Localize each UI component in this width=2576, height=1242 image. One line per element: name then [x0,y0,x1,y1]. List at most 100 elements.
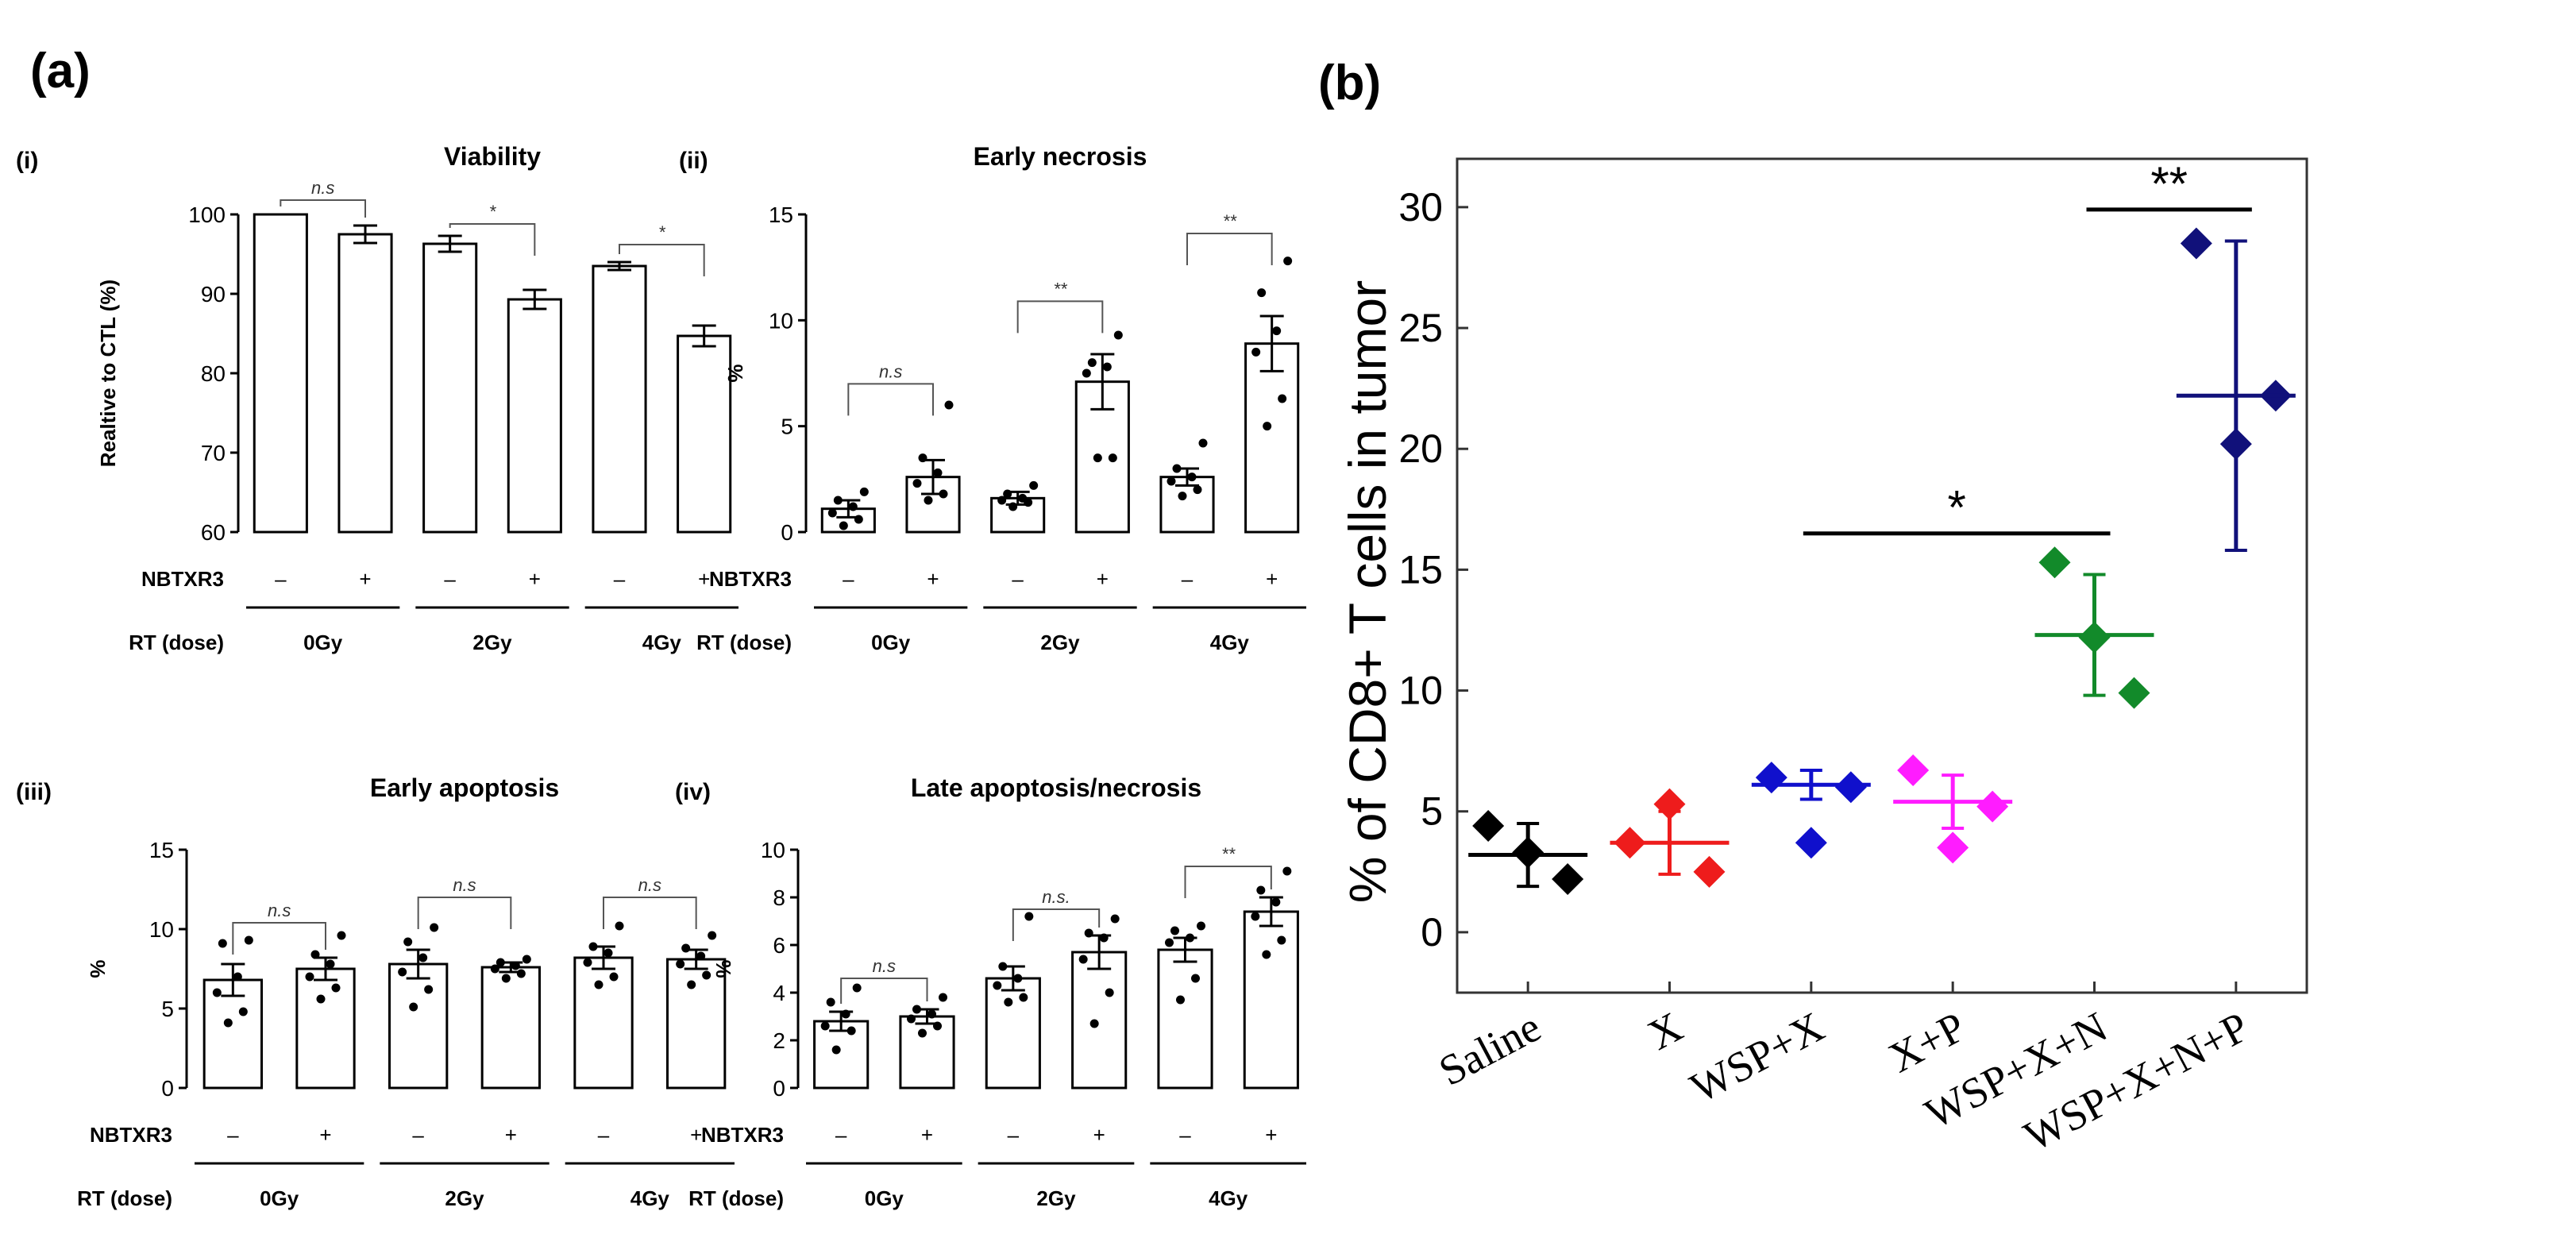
data-point [1193,485,1202,495]
data-point [907,1014,916,1024]
significance-label: ** [1221,844,1236,864]
data-point [1472,810,1505,842]
data-point [2038,546,2071,579]
data-point [583,958,592,967]
data-point [1282,866,1292,876]
significance-bracket [847,383,934,416]
data-point [696,951,706,961]
nbtxr3-sign: – [598,1123,610,1147]
data-point [337,931,346,940]
data-point [933,468,943,477]
chart-title: Early apoptosis [370,773,559,802]
panel-number: (iv) [675,779,711,805]
panel-number: (iii) [16,779,52,805]
bar [573,956,634,1090]
data-point [848,502,858,511]
data-point [676,959,685,969]
significance-bracket [840,978,928,1004]
nbtxr3-sign: – [1012,567,1024,591]
y-tick-label: 15 [769,202,793,227]
bar [388,962,449,1090]
y-tick-label: 6 [773,933,785,958]
data-point [501,974,511,983]
data-point [820,1021,830,1031]
data-point [1105,988,1114,997]
y-tick-label: 30 [1398,185,1443,230]
nbtxr3-sign: + [319,1123,331,1147]
data-point [927,1009,936,1019]
row-label-rt-dose: RT (dose) [688,1186,784,1210]
significance-label: * [658,222,666,242]
significance-label: n.s [873,956,896,976]
data-point [326,959,335,969]
x-tick-label: X [1641,1003,1691,1059]
data-point [238,1007,248,1016]
x-tick-label: X+P [1881,1003,1973,1082]
row-label-rt-dose: RT (dose) [129,631,224,654]
significance-bracket [449,223,536,256]
y-axis-label: % [723,364,747,382]
panel-number: (ii) [679,148,708,174]
data-point [398,967,407,977]
significance-bracket [1016,300,1104,334]
y-tick-label: 100 [188,202,226,227]
data-point [403,937,413,947]
y-tick-label: 0 [161,1076,174,1101]
significance-label: ** [1223,211,1238,231]
panel-early-necrosis: (ii) Early necrosis 0 5 10 15% n.s ** ** NBTXR3 – +… [679,142,1306,654]
y-axis-label: % [711,959,735,978]
significance-bracket [1184,866,1272,898]
data-point [609,972,619,982]
data-point [418,953,428,962]
figure-label-b: (b) [1318,56,1381,110]
nbtxr3-sign: – [227,1123,239,1147]
data-point [2078,621,2111,654]
bar [337,233,393,534]
row-label-nbtxr3: NBTXR3 [141,567,224,591]
data-point [687,980,696,989]
data-point [1198,438,1208,448]
data-point [2219,428,2252,461]
data-point [1278,394,1287,403]
data-point [918,1028,927,1038]
data-point [1251,912,1260,921]
data-point [1082,368,1091,378]
y-tick-label: 5 [161,997,174,1021]
data-point [594,980,604,989]
data-point [604,948,613,958]
data-point [1110,914,1120,924]
y-tick-label: 5 [1421,789,1443,834]
y-axis-label: % [86,959,110,978]
row-label-nbtxr3: NBTXR3 [701,1123,784,1147]
significance-bracket [603,897,697,929]
y-tick-label: 15 [149,838,174,862]
nbtxr3-sign: + [529,567,541,591]
data-point [997,496,1007,505]
data-point [212,988,222,997]
data-point [839,521,848,530]
data-point [1552,862,1584,895]
y-tick-label: 90 [201,282,226,307]
panel-number: (i) [16,148,38,174]
dose-label: 2Gy [472,631,512,654]
data-point [1197,921,1205,931]
data-point [702,970,711,980]
data-point [1834,771,1867,804]
data-point [1976,790,2009,823]
data-point [1019,993,1028,1002]
nbtxr3-sign: – [1008,1123,1020,1147]
data-point [1167,476,1176,486]
y-tick-label: 8 [773,885,785,910]
y-tick-label: 70 [201,441,226,465]
data-point [1272,326,1282,336]
significance-label: ** [2150,157,2188,210]
y-tick-label: 15 [1398,547,1443,592]
dose-label: 2Gy [1040,631,1080,654]
bar [1243,910,1299,1090]
significance-bracket [1186,233,1273,265]
data-point [924,496,933,505]
nbtxr3-sign: – [614,567,626,591]
data-point [244,935,253,945]
data-point [424,985,434,994]
